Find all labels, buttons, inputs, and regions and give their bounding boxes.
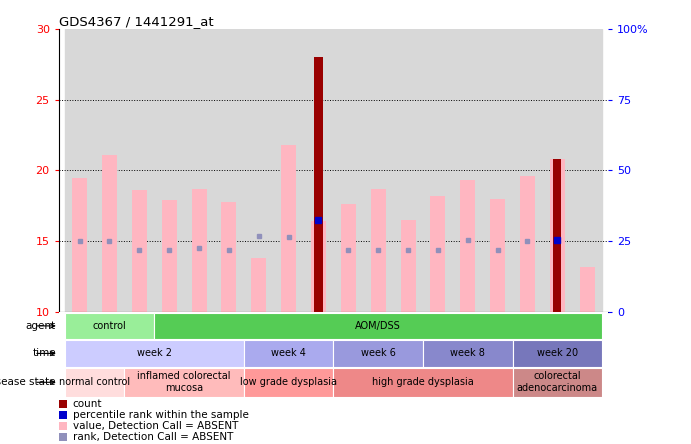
- Bar: [513, 340, 602, 367]
- Bar: [371, 189, 386, 312]
- Bar: [314, 57, 323, 312]
- Text: percentile rank within the sample: percentile rank within the sample: [73, 410, 249, 420]
- Text: week 20: week 20: [537, 349, 578, 358]
- Bar: [333, 368, 513, 397]
- Bar: [453, 29, 483, 312]
- Text: rank, Detection Call = ABSENT: rank, Detection Call = ABSENT: [73, 432, 233, 442]
- Bar: [333, 29, 363, 312]
- Bar: [460, 180, 475, 312]
- Bar: [95, 29, 124, 312]
- Bar: [244, 29, 274, 312]
- Text: colorectal
adenocarcinoma: colorectal adenocarcinoma: [517, 372, 598, 393]
- Text: count: count: [73, 399, 102, 409]
- Bar: [244, 340, 333, 367]
- Bar: [513, 29, 542, 312]
- Bar: [490, 199, 505, 312]
- Text: GDS4367 / 1441291_at: GDS4367 / 1441291_at: [59, 15, 214, 28]
- Bar: [65, 368, 124, 397]
- Bar: [423, 29, 453, 312]
- Text: week 2: week 2: [137, 349, 172, 358]
- Bar: [281, 145, 296, 312]
- Bar: [550, 159, 565, 312]
- Bar: [65, 313, 154, 339]
- Text: time: time: [32, 349, 56, 358]
- Bar: [513, 368, 602, 397]
- Bar: [214, 29, 244, 312]
- Bar: [580, 267, 595, 312]
- Bar: [244, 368, 333, 397]
- Bar: [393, 29, 423, 312]
- Bar: [572, 29, 602, 312]
- Bar: [132, 190, 146, 312]
- Bar: [65, 340, 244, 367]
- Bar: [72, 178, 87, 312]
- Text: value, Detection Call = ABSENT: value, Detection Call = ABSENT: [73, 421, 238, 431]
- Text: low grade dysplasia: low grade dysplasia: [240, 377, 337, 387]
- Bar: [311, 222, 326, 312]
- Bar: [154, 29, 184, 312]
- Bar: [553, 159, 561, 312]
- Bar: [191, 189, 207, 312]
- Text: agent: agent: [26, 321, 56, 331]
- Text: disease state: disease state: [0, 377, 56, 387]
- Bar: [333, 340, 423, 367]
- Bar: [542, 29, 572, 312]
- Bar: [363, 29, 393, 312]
- Bar: [154, 313, 602, 339]
- Bar: [65, 29, 95, 312]
- Bar: [401, 220, 415, 312]
- Bar: [124, 368, 244, 397]
- Bar: [102, 155, 117, 312]
- Bar: [124, 29, 154, 312]
- Text: inflamed colorectal
mucosa: inflamed colorectal mucosa: [138, 372, 231, 393]
- Bar: [303, 29, 333, 312]
- Bar: [483, 29, 513, 312]
- Text: normal control: normal control: [59, 377, 130, 387]
- Text: control: control: [93, 321, 126, 331]
- Bar: [430, 196, 446, 312]
- Text: week 6: week 6: [361, 349, 396, 358]
- Bar: [162, 200, 177, 312]
- Bar: [221, 202, 236, 312]
- Text: week 8: week 8: [451, 349, 485, 358]
- Bar: [274, 29, 303, 312]
- Text: high grade dysplasia: high grade dysplasia: [372, 377, 474, 387]
- Bar: [423, 340, 513, 367]
- Bar: [252, 258, 266, 312]
- Text: week 4: week 4: [271, 349, 306, 358]
- Text: AOM/DSS: AOM/DSS: [355, 321, 401, 331]
- Bar: [520, 176, 535, 312]
- Bar: [184, 29, 214, 312]
- Bar: [341, 205, 356, 312]
